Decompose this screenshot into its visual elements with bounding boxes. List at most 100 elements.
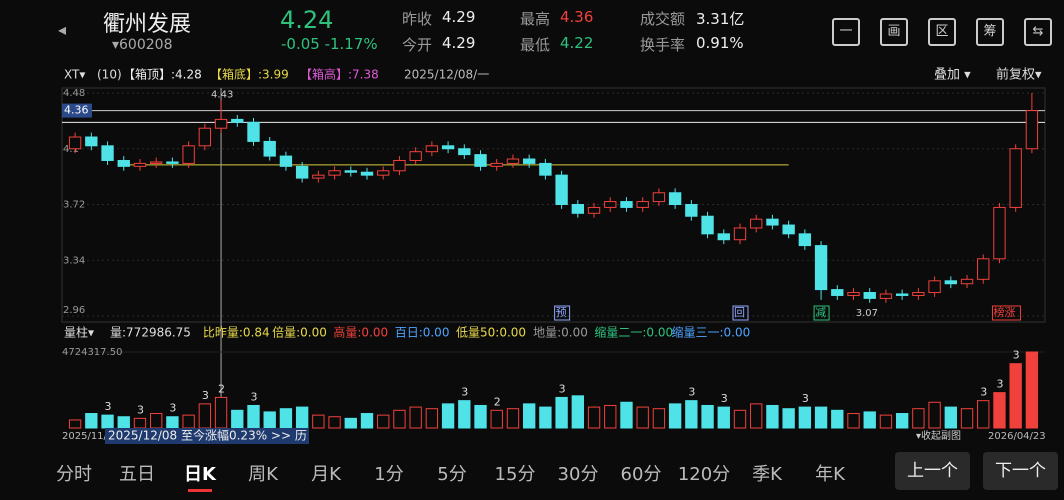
candle-body	[928, 280, 941, 294]
volume-bar	[620, 401, 633, 429]
candle-body	[847, 292, 860, 296]
volume-flag: 3	[202, 389, 209, 402]
indicator-label: 【箱高】:7.38	[300, 67, 379, 82]
volume-bar	[814, 406, 828, 429]
candle-body	[993, 206, 1006, 260]
period-tab[interactable]: 60分	[620, 464, 662, 485]
prev-button[interactable]: 上一个	[895, 452, 970, 490]
candle-body	[571, 204, 585, 214]
stat-value: 0.91%	[696, 34, 744, 52]
next-button[interactable]: 下一个	[983, 452, 1058, 490]
candle-body	[68, 136, 82, 150]
volume-bar	[701, 404, 714, 429]
volume-bar	[879, 414, 893, 429]
period-tab[interactable]: 15分	[494, 464, 536, 485]
y-tick-label: 3.72	[63, 200, 85, 211]
collapse-button: ▾收起副图	[916, 429, 961, 442]
toolbar-icon[interactable]: 一	[832, 18, 860, 46]
stat-label: 今开	[402, 36, 433, 54]
volume-item: 百日:0.00	[395, 326, 450, 340]
candle-body	[782, 224, 795, 235]
period-tab[interactable]: 120分	[677, 464, 731, 485]
candle-body	[733, 227, 747, 241]
stat-value: 4.22	[560, 34, 594, 52]
volume-bar	[604, 404, 617, 429]
indicator-label: 【箱顶】:4.28	[123, 67, 202, 82]
period-tab[interactable]: 5分	[437, 464, 467, 485]
period-tab[interactable]: 30分	[557, 464, 599, 485]
candle-body	[944, 280, 957, 285]
candle-body	[895, 293, 909, 296]
toolbar-icon[interactable]: ⇆	[1024, 18, 1052, 46]
candle-body	[474, 154, 487, 167]
candle-body	[458, 148, 471, 156]
volume-bar	[506, 408, 520, 429]
volume-flag: 3	[559, 382, 566, 395]
volume-item: 缩量二一:0.00	[594, 325, 673, 340]
candle-body	[604, 201, 617, 208]
stat-label: 换手率	[640, 36, 686, 54]
volume-bar	[847, 413, 860, 429]
volume-item: 地量:0.00	[533, 326, 588, 340]
toolbar-icon[interactable]: 筹	[976, 18, 1004, 46]
volume-bar	[133, 417, 147, 429]
range-bg	[105, 428, 309, 444]
volume-bar	[1009, 363, 1022, 429]
indicator-label: XT▾	[64, 68, 85, 82]
candle-body	[214, 118, 228, 129]
volume-flag: 3	[1013, 349, 1020, 362]
volume-bar	[863, 411, 876, 429]
volume-bar	[539, 406, 552, 429]
high-label: 4.43	[211, 89, 233, 100]
volume-flag: 3	[137, 403, 144, 416]
volume-flag: 3	[721, 392, 728, 405]
volume-bar	[393, 409, 406, 429]
volume-item: 比昨量:0.84	[203, 326, 270, 340]
volume-bar	[474, 404, 487, 429]
volume-bar	[685, 400, 698, 429]
candle-body	[377, 170, 390, 176]
volume-flag: 3	[169, 402, 176, 415]
stat-label: 昨收	[402, 10, 433, 28]
period-tab[interactable]: 年K	[815, 464, 845, 485]
period-tab[interactable]: 五日	[119, 464, 155, 485]
box-label: 4.36	[64, 104, 89, 117]
candle-body	[717, 233, 730, 241]
stock-name: 衢州发展	[103, 12, 192, 37]
candle-body	[814, 245, 828, 291]
candle-body	[522, 158, 536, 164]
candle-body	[798, 233, 812, 247]
period-tab[interactable]: 分时	[56, 464, 92, 485]
volume-item: 倍量:0.00	[272, 325, 327, 340]
candle-body	[133, 162, 147, 167]
candle-body	[425, 145, 439, 153]
volume-bar	[831, 409, 844, 429]
volume-bar	[295, 406, 309, 429]
period-tab[interactable]: 1分	[374, 464, 404, 485]
volume-bar	[458, 400, 471, 429]
signal-box	[554, 305, 571, 321]
candle-body	[879, 293, 893, 299]
volume-bar	[425, 408, 439, 429]
volume-bar	[198, 403, 212, 429]
period-tab[interactable]: 日K	[184, 464, 216, 485]
stat-value: 4.29	[442, 8, 476, 26]
signal-label: 减	[815, 306, 826, 319]
toolbar-icon[interactable]: 区	[928, 18, 956, 46]
volume-indicator: 量柱▾	[64, 325, 94, 340]
indicator-label: 【箱底】:3.99	[210, 67, 289, 82]
period-tab[interactable]: 周K	[248, 464, 278, 485]
candle-body	[360, 171, 374, 176]
tab-underline	[188, 489, 212, 492]
volume-flag: 3	[996, 378, 1003, 391]
period-tab[interactable]: 季K	[752, 464, 782, 485]
volume-bar	[652, 408, 666, 429]
period-tab[interactable]: 月K	[311, 464, 341, 485]
candle-body	[506, 158, 520, 164]
volume-bar	[312, 414, 325, 429]
volume-bar	[166, 416, 179, 429]
volume-bar	[344, 417, 357, 429]
toolbar-icon[interactable]: 画	[880, 18, 908, 46]
back-button[interactable]: ◂	[58, 20, 67, 39]
y-tick-label: 2.96	[63, 305, 85, 316]
